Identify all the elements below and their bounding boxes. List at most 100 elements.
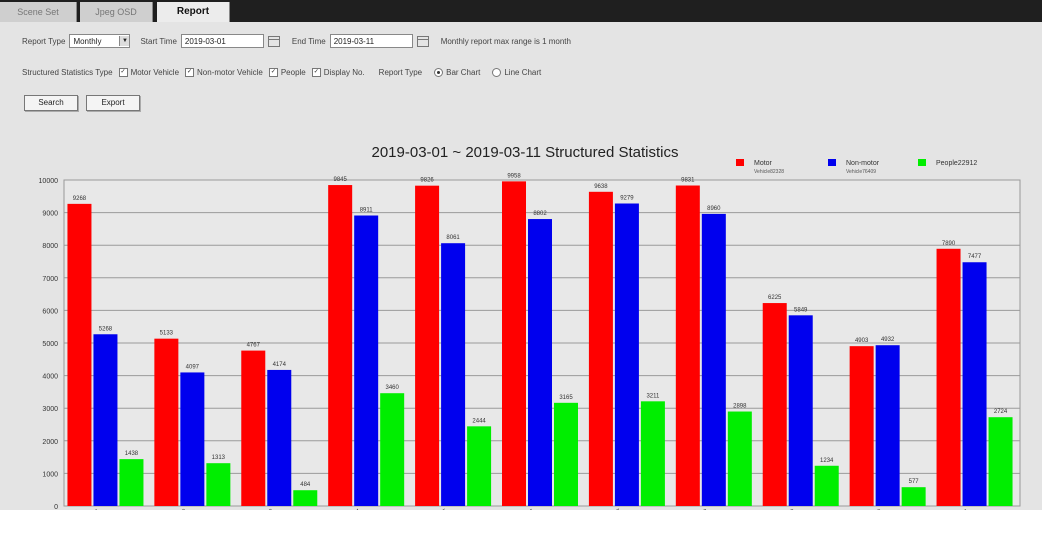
y-tick-label: 9000 xyxy=(42,211,58,218)
bar-value-label: 4174 xyxy=(273,362,287,368)
bar xyxy=(267,369,292,506)
bar-value-label: 8802 xyxy=(533,211,547,217)
bar-value-label: 9845 xyxy=(334,177,348,183)
bar xyxy=(380,393,405,506)
bar-value-label: 9268 xyxy=(73,196,87,202)
bar-value-label: 4932 xyxy=(881,337,895,343)
y-tick-label: 10000 xyxy=(39,178,59,185)
bar xyxy=(988,417,1013,506)
bar-value-label: 8960 xyxy=(707,206,721,212)
bar-value-label: 6225 xyxy=(768,295,782,301)
bar-value-label: 8061 xyxy=(446,235,460,241)
y-tick-label: 6000 xyxy=(42,308,58,315)
tab-report[interactable]: Report xyxy=(157,2,230,22)
bar-value-label: 577 xyxy=(909,479,920,485)
bar-chart-radio[interactable] xyxy=(434,67,444,77)
legend-swatch xyxy=(828,159,836,166)
bar xyxy=(814,465,839,506)
bar-value-label: 9831 xyxy=(681,178,695,184)
y-tick-label: 4000 xyxy=(42,374,58,381)
start-time-label: Start Time xyxy=(140,36,177,46)
bar xyxy=(354,215,379,506)
non-motor-vehicle-checkbox[interactable]: ✓ xyxy=(185,67,195,77)
chart-title: 2019-03-01 ~ 2019-03-11 Structured Stati… xyxy=(372,144,679,161)
end-time-label: End Time xyxy=(291,36,326,46)
legend-label: Non-motor xyxy=(846,160,880,167)
y-tick-label: 0 xyxy=(54,504,58,510)
bar xyxy=(119,459,144,506)
bar xyxy=(588,191,613,506)
bar xyxy=(206,463,231,506)
display-no-checkbox[interactable]: ✓ xyxy=(311,67,321,77)
bar xyxy=(849,346,874,506)
export-button[interactable]: Export xyxy=(86,95,140,111)
people-checkbox[interactable]: ✓ xyxy=(268,67,278,77)
bar-value-label: 2898 xyxy=(733,404,747,410)
motor-vehicle-checkbox[interactable]: ✓ xyxy=(118,67,128,77)
line-chart-label: Line Chart xyxy=(504,67,542,77)
bar-value-label: 9638 xyxy=(594,184,608,190)
y-tick-label: 8000 xyxy=(42,243,58,250)
legend-label: Motor xyxy=(754,160,773,167)
bar xyxy=(502,181,526,506)
chart-type-label: Report Type xyxy=(378,67,423,77)
tab-jpeg-osd[interactable]: Jpeg OSD xyxy=(80,2,153,22)
bar-value-label: 9826 xyxy=(420,178,434,184)
search-button[interactable]: Search xyxy=(24,95,78,111)
page-bottom-area xyxy=(0,510,1042,534)
bar-value-label: 2444 xyxy=(472,418,486,424)
bar xyxy=(528,219,552,506)
report-type-value: Monthly xyxy=(73,36,102,46)
display-no-label: Display No. xyxy=(323,67,365,77)
bar-value-label: 7890 xyxy=(942,241,956,247)
statistics-bar-chart: 0 1000 2000 3000 4000 5000 6000 7000 8000 9000 100… xyxy=(39,144,1021,510)
bar xyxy=(962,262,987,506)
bar-value-label: 1234 xyxy=(820,458,834,464)
bar xyxy=(727,411,752,506)
start-time-input[interactable]: 2019-03-01 xyxy=(180,34,264,48)
bar-value-label: 9279 xyxy=(620,196,634,202)
calendar-icon[interactable] xyxy=(267,35,280,47)
bar xyxy=(293,490,318,506)
y-tick-label: 1000 xyxy=(42,471,58,478)
bar xyxy=(614,203,639,506)
tab-scene-set[interactable]: Scene Set xyxy=(0,2,77,22)
motor-vehicle-label: Motor Vehicle xyxy=(130,67,180,77)
bar-value-label: 9958 xyxy=(507,173,521,179)
y-tick-label: 5000 xyxy=(42,341,58,348)
bar-value-label: 3211 xyxy=(646,393,660,399)
bar-value-label: 4767 xyxy=(247,343,261,349)
bar xyxy=(640,401,665,506)
people-label: People xyxy=(280,67,306,77)
bar xyxy=(180,372,205,506)
bar xyxy=(788,315,813,506)
report-type-label: Report Type xyxy=(22,36,66,46)
bar xyxy=(467,426,492,506)
bar xyxy=(241,350,266,506)
bar xyxy=(936,248,961,506)
chevron-down-icon[interactable]: ▼ xyxy=(119,36,130,46)
bar-value-label: 1313 xyxy=(212,455,226,461)
end-time-input[interactable]: 2019-03-11 xyxy=(329,34,413,48)
bar-value-label: 2724 xyxy=(994,409,1008,415)
bar xyxy=(701,213,726,506)
legend-swatch xyxy=(918,159,926,166)
bar xyxy=(875,345,900,506)
bar-value-label: 484 xyxy=(300,482,311,488)
line-chart-radio[interactable] xyxy=(492,67,502,77)
report-type-select[interactable]: Monthly ▼ xyxy=(69,34,131,48)
bar-value-label: 7477 xyxy=(968,254,982,260)
legend-swatch xyxy=(736,159,744,166)
y-tick-label: 3000 xyxy=(42,406,58,413)
bar xyxy=(554,402,578,506)
bar xyxy=(67,203,92,506)
bar xyxy=(93,334,118,506)
bar xyxy=(675,185,700,506)
bar xyxy=(154,338,179,506)
stat-type-label: Structured Statistics Type xyxy=(22,67,113,77)
calendar-icon[interactable] xyxy=(416,35,429,47)
bar-value-label: 3460 xyxy=(386,385,400,391)
legend-label: People22912 xyxy=(936,160,977,167)
y-tick-label: 2000 xyxy=(42,439,58,446)
bar-value-label: 4903 xyxy=(855,338,869,344)
